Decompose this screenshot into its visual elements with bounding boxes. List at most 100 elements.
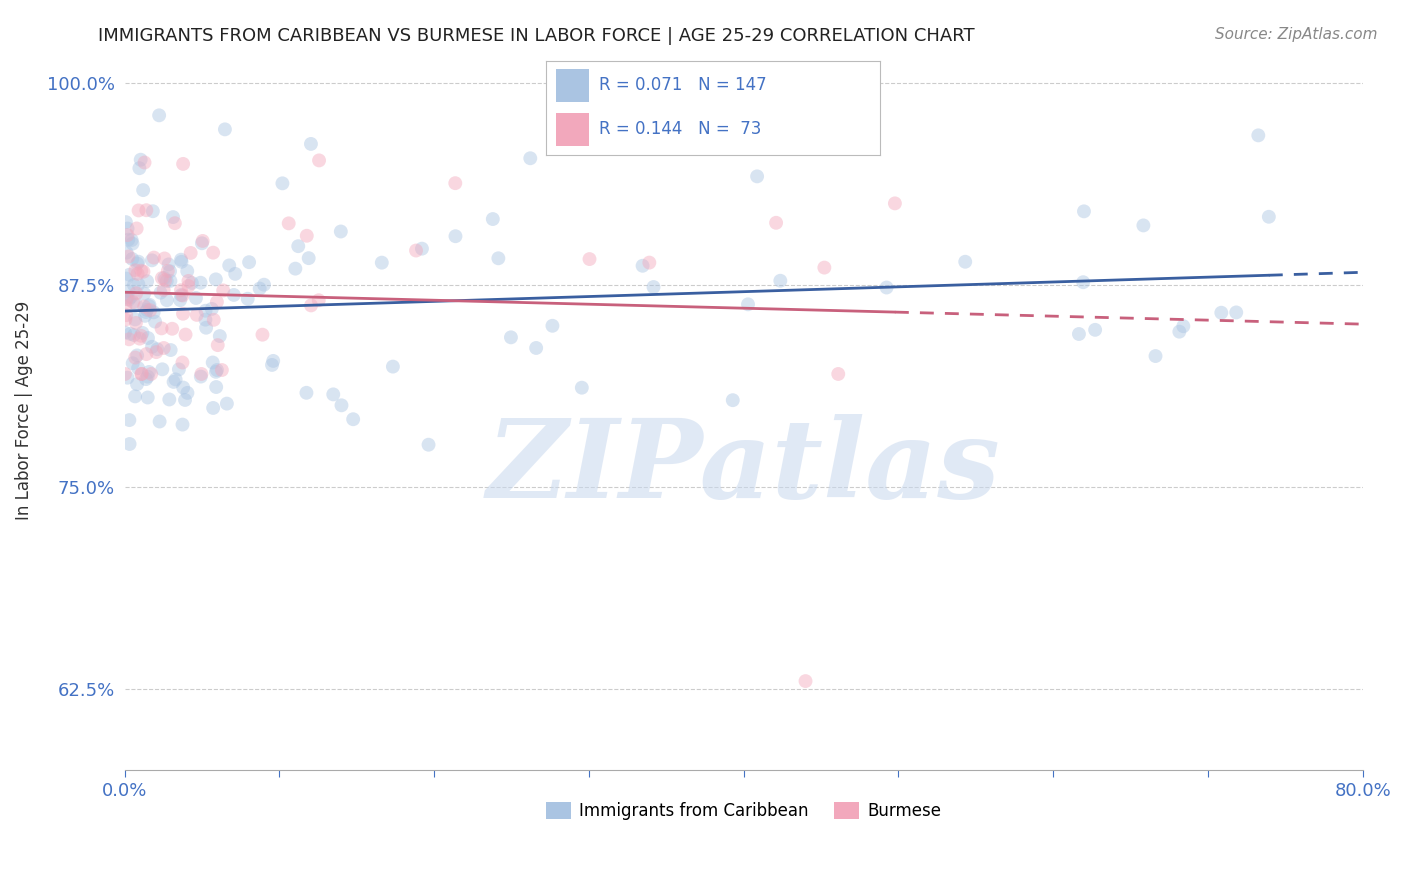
Point bbox=[149, 415, 172, 429]
Point bbox=[135, 347, 157, 361]
Point bbox=[136, 331, 159, 345]
Point bbox=[163, 216, 186, 230]
Point bbox=[1173, 319, 1195, 334]
Point bbox=[132, 183, 155, 197]
Point bbox=[180, 276, 202, 290]
Point bbox=[1144, 349, 1167, 363]
Point bbox=[190, 369, 212, 384]
Point bbox=[172, 417, 194, 432]
Point bbox=[737, 297, 759, 311]
Point bbox=[160, 322, 183, 336]
Point bbox=[194, 312, 217, 326]
Point bbox=[195, 320, 218, 334]
Point bbox=[444, 229, 467, 244]
Point bbox=[138, 298, 160, 312]
Point bbox=[342, 412, 364, 426]
Point bbox=[117, 228, 139, 243]
Point bbox=[159, 343, 181, 357]
Text: ZIPatlas: ZIPatlas bbox=[486, 414, 1001, 522]
Point bbox=[184, 291, 207, 305]
Point bbox=[541, 318, 564, 333]
Point bbox=[118, 332, 141, 346]
Point bbox=[117, 233, 139, 247]
Point bbox=[138, 365, 160, 379]
Point bbox=[117, 221, 139, 235]
Point bbox=[202, 313, 225, 327]
Point bbox=[299, 136, 322, 151]
Point bbox=[444, 176, 467, 190]
Point bbox=[117, 250, 139, 264]
Point bbox=[208, 329, 231, 343]
Point bbox=[127, 267, 149, 281]
Point bbox=[201, 355, 224, 369]
Point bbox=[330, 398, 353, 412]
Point bbox=[322, 387, 344, 401]
Point bbox=[132, 265, 155, 279]
Point bbox=[131, 326, 153, 340]
Text: IMMIGRANTS FROM CARIBBEAN VS BURMESE IN LABOR FORCE | AGE 25-29 CORRELATION CHAR: IMMIGRANTS FROM CARIBBEAN VS BURMESE IN … bbox=[98, 27, 974, 45]
Point bbox=[125, 316, 148, 330]
Point bbox=[172, 288, 194, 302]
Point bbox=[253, 277, 276, 292]
Point bbox=[214, 122, 236, 136]
Point bbox=[172, 157, 194, 171]
Point bbox=[205, 272, 228, 286]
Point bbox=[156, 264, 179, 278]
Point bbox=[118, 284, 141, 298]
Point bbox=[191, 236, 214, 251]
Point bbox=[190, 276, 212, 290]
Point bbox=[1168, 325, 1191, 339]
Point bbox=[139, 303, 162, 318]
Point bbox=[224, 267, 246, 281]
Point bbox=[205, 363, 228, 377]
Point bbox=[121, 252, 143, 266]
Point bbox=[222, 288, 245, 302]
Point bbox=[299, 298, 322, 312]
Point bbox=[262, 354, 284, 368]
Point bbox=[128, 332, 150, 346]
Point bbox=[721, 393, 744, 408]
Point bbox=[174, 327, 197, 342]
Point bbox=[120, 290, 142, 304]
Point bbox=[118, 268, 141, 282]
Point bbox=[131, 367, 153, 381]
Point bbox=[162, 210, 184, 224]
Point bbox=[157, 392, 180, 407]
Point bbox=[1225, 305, 1247, 319]
Point bbox=[136, 302, 159, 317]
Point bbox=[125, 377, 148, 392]
Point bbox=[134, 286, 156, 301]
Point bbox=[129, 153, 152, 167]
Point bbox=[298, 251, 321, 265]
Point bbox=[136, 369, 159, 384]
Point bbox=[143, 315, 166, 329]
Point bbox=[745, 169, 768, 184]
Point bbox=[172, 307, 194, 321]
Point bbox=[205, 365, 228, 379]
Point bbox=[121, 233, 143, 247]
Point bbox=[211, 363, 233, 377]
Point bbox=[156, 274, 179, 288]
Point bbox=[207, 338, 229, 352]
Point bbox=[176, 385, 198, 400]
Point bbox=[202, 401, 225, 415]
Point bbox=[114, 326, 136, 340]
Point bbox=[135, 372, 157, 386]
Point bbox=[172, 380, 194, 394]
Point bbox=[114, 300, 136, 314]
Point bbox=[405, 244, 427, 258]
Point bbox=[277, 216, 299, 230]
Point bbox=[1247, 128, 1270, 143]
Point bbox=[519, 151, 541, 165]
Point bbox=[114, 312, 136, 326]
Point bbox=[115, 292, 138, 306]
Point bbox=[177, 279, 200, 293]
Point bbox=[134, 309, 156, 323]
Point bbox=[524, 341, 547, 355]
Point bbox=[115, 308, 138, 322]
Point bbox=[205, 294, 228, 309]
Point bbox=[170, 283, 193, 297]
Point bbox=[124, 351, 146, 365]
Point bbox=[308, 293, 330, 308]
Point bbox=[180, 246, 202, 260]
